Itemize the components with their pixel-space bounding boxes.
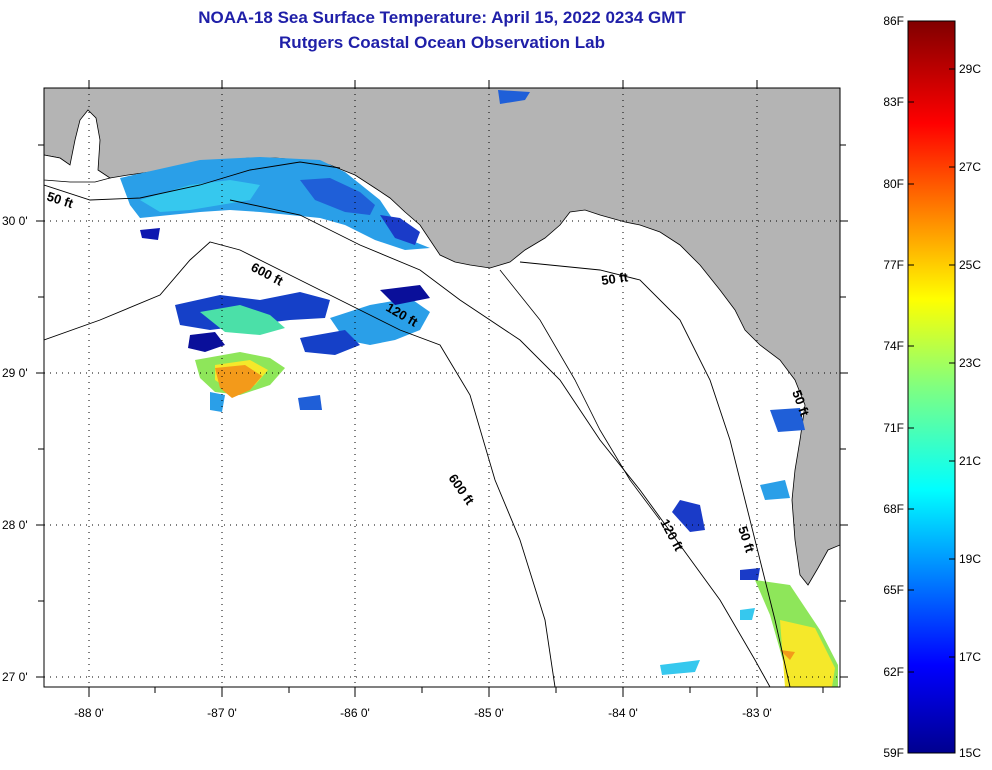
cb-f-62: 62F	[883, 665, 904, 679]
cb-c-21: 21C	[959, 454, 981, 468]
cb-f-77: 77F	[883, 258, 904, 272]
colorbar-f-labels: 86F 83F 80F 77F 74F 71F 68F 65F 62F 59F	[883, 14, 904, 760]
cb-f-74: 74F	[883, 339, 904, 353]
contour-50ft-west	[44, 161, 341, 201]
cb-f-86: 86F	[883, 14, 904, 28]
contour-50ft-inner	[499, 269, 661, 521]
cb-c-29: 29C	[959, 62, 981, 76]
mobile-bay-area	[44, 109, 111, 183]
contour-600ft	[44, 241, 556, 687]
cb-c-23: 23C	[959, 356, 981, 370]
cb-f-65: 65F	[883, 583, 904, 597]
cb-c-25: 25C	[959, 258, 981, 272]
graticule	[44, 88, 840, 687]
colorbar-ticks	[908, 20, 955, 754]
map-border	[43, 87, 841, 688]
cb-c-19: 19C	[959, 552, 981, 566]
lat-label-29: 29 0'	[2, 366, 28, 380]
map-title: NOAA-18 Sea Surface Temperature: April 1…	[198, 8, 686, 27]
contour-50ft-east	[519, 261, 791, 687]
cb-f-59: 59F	[883, 746, 904, 760]
lat-label-27: 27 0'	[2, 670, 28, 684]
map-ticks	[36, 80, 848, 697]
cb-c-27: 27C	[959, 160, 981, 174]
cb-f-68: 68F	[883, 502, 904, 516]
lat-label-28: 28 0'	[2, 518, 28, 532]
lon-label-85: -85 0'	[474, 706, 504, 720]
cb-f-83: 83F	[883, 95, 904, 109]
sst-swath	[120, 90, 838, 687]
cb-f-80: 80F	[883, 177, 904, 191]
contour-120ft	[229, 199, 771, 687]
lon-label-84: -84 0'	[608, 706, 638, 720]
contour-label-50ft-bigbend: 50 ft	[600, 269, 629, 288]
cb-f-71: 71F	[883, 421, 904, 435]
cb-c-17: 17C	[959, 650, 981, 664]
cb-c-15: 15C	[959, 746, 981, 760]
colorbar	[907, 20, 956, 754]
lon-label-83: -83 0'	[742, 706, 772, 720]
lon-label-86: -86 0'	[340, 706, 370, 720]
lat-label-30: 30 0'	[2, 214, 28, 228]
map-subtitle: Rutgers Coastal Ocean Observation Lab	[279, 33, 605, 52]
colorbar-c-labels: 29C 27C 25C 23C 21C 19C 17C 15C	[959, 62, 981, 760]
lon-label-88: -88 0'	[74, 706, 104, 720]
lon-label-87: -87 0'	[207, 706, 237, 720]
